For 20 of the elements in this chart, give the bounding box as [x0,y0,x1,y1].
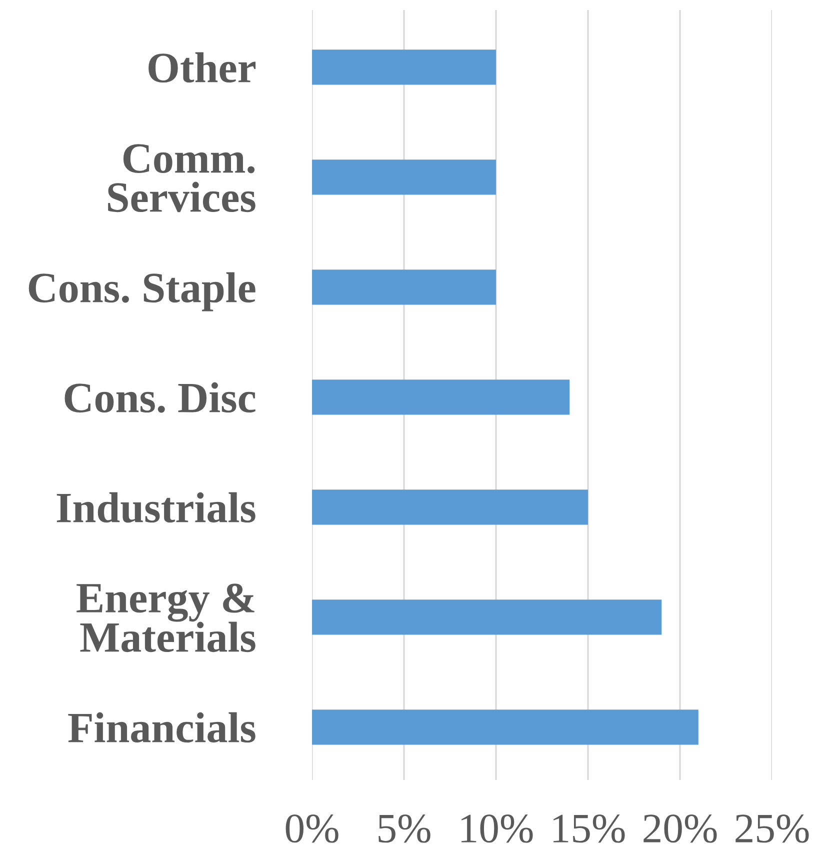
bar [312,490,588,525]
y-tick-label: Comm. Services [108,144,256,212]
bar [312,160,496,195]
x-tick-label: 25% [736,814,809,843]
y-tick-label: Industrials [56,492,256,523]
bar [312,50,496,85]
bar [312,380,570,415]
y-tick-label: Cons. Staple [28,272,256,312]
x-tick-label: 5% [378,814,430,843]
x-tick-label: 20% [644,814,717,843]
bar [312,600,662,635]
y-tick-label: Cons. Disc [64,382,256,413]
x-tick-label: 15% [553,814,625,843]
x-tick-label: 10% [461,814,533,843]
x-tick-label: 0% [286,814,338,843]
bar [312,710,698,745]
bar [312,270,496,305]
y-tick-label: Financials [68,712,256,743]
y-tick-label: Energy & Materials [76,584,256,652]
y-tick-label: Other [148,52,256,83]
